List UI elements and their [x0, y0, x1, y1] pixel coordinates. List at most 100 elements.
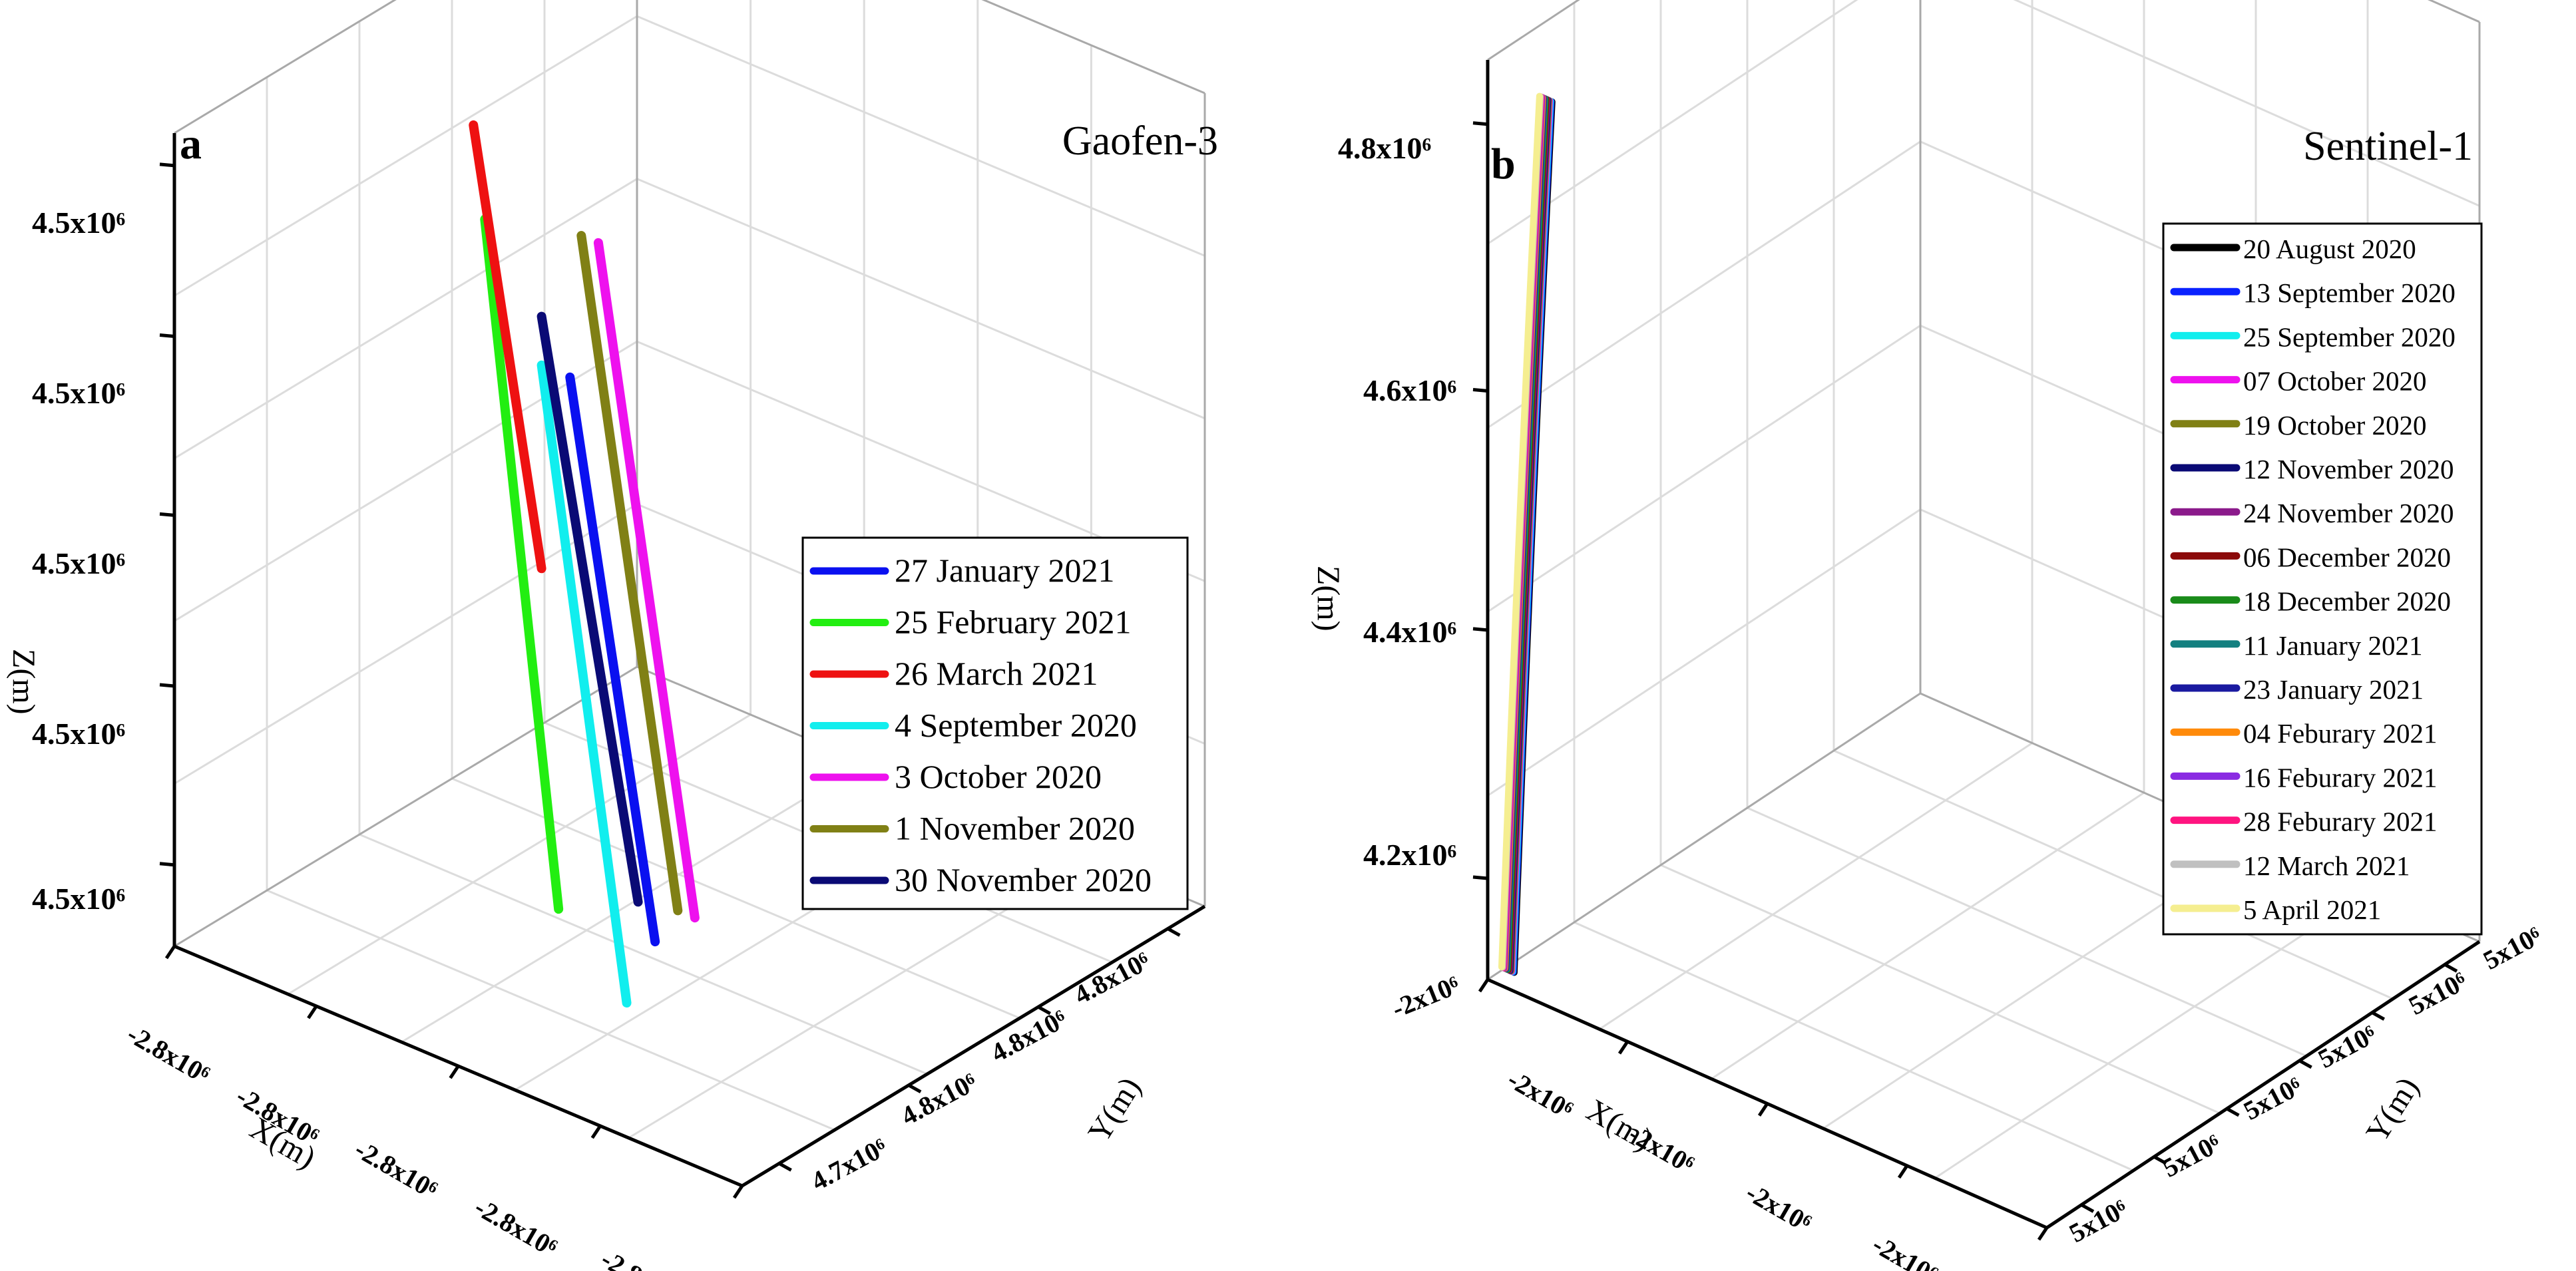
- legend-label: 18 December 2020: [2243, 586, 2451, 617]
- panel-b-series: [1498, 92, 1556, 976]
- gridline: [1833, 749, 2394, 1000]
- gridline: [1934, 891, 2368, 1179]
- z-tick: [1472, 388, 1488, 393]
- x-tick: [307, 1005, 318, 1019]
- z-tick-label: 4.8x10⁶: [1338, 131, 1431, 165]
- series-line: [576, 231, 683, 916]
- y-tick: [2226, 1107, 2240, 1117]
- legend-label: 25 February 2021: [895, 604, 1132, 641]
- box-edge: [174, 0, 397, 134]
- z-tick: [159, 683, 175, 688]
- box-edge: [1487, 0, 1580, 61]
- x-tick: [2037, 1226, 2049, 1241]
- panel-b-axes: [1472, 60, 2481, 1241]
- legend-label: 19 October 2020: [2243, 410, 2427, 441]
- legend-label: 04 Feburary 2021: [2243, 718, 2438, 749]
- panel-b-title: Sentinel-1: [2303, 124, 2473, 169]
- legend-label: 07 October 2020: [2243, 366, 2427, 397]
- gridline: [1574, 921, 2134, 1172]
- z-tick: [159, 512, 175, 517]
- panel-b-z-axis-label: Z(m): [1311, 566, 1346, 632]
- y-tick: [778, 1162, 792, 1172]
- gridline: [1487, 508, 1921, 797]
- legend-label: 20 August 2020: [2243, 234, 2416, 264]
- z-tick-label: 4.6x10⁶: [1363, 373, 1456, 407]
- z-tick: [1472, 875, 1488, 880]
- series-line: [1498, 92, 1543, 971]
- gridline: [1487, 140, 1921, 429]
- gridline: [174, 15, 638, 297]
- legend-label: 28 Feburary 2021: [2243, 807, 2438, 837]
- box-edge: [1487, 692, 1921, 981]
- series-line: [480, 214, 564, 914]
- legend-label: 5 April 2021: [2243, 894, 2381, 925]
- y-tick: [907, 1083, 922, 1093]
- z-tick-label: 4.5x10⁶: [32, 376, 125, 410]
- gridline: [2013, 0, 2480, 207]
- panel-a-z-axis-label: Z(m): [6, 649, 41, 715]
- y-tick: [1037, 1005, 1052, 1015]
- z-tick-label: 4.5x10⁶: [32, 546, 125, 580]
- z-tick-label: 4.2x10⁶: [1363, 838, 1456, 872]
- y-tick: [2371, 1011, 2386, 1021]
- z-tick: [1472, 627, 1488, 632]
- legend-label: 4 September 2020: [895, 707, 1137, 744]
- y-tick: [2298, 1059, 2312, 1069]
- z-tick-label: 4.5x10⁶: [32, 882, 125, 916]
- legend-label: 23 January 2021: [2243, 674, 2424, 705]
- series-line: [537, 311, 643, 907]
- panel-a-legend: 27 January 2021 25 February 2021 26 March …: [801, 536, 1189, 910]
- y-tick: [2444, 963, 2458, 973]
- legend-label: 1 November 2020: [895, 810, 1135, 847]
- y-tick: [1167, 927, 1181, 937]
- box-edge: [981, 0, 1205, 94]
- panel-a-letter: a: [180, 120, 202, 168]
- x-tick: [1617, 1040, 1629, 1055]
- gridline: [266, 889, 835, 1131]
- x-tick: [1897, 1165, 1909, 1179]
- series-line: [593, 238, 700, 923]
- legend-label: 30 November 2020: [895, 861, 1152, 898]
- legend-label: 12 March 2021: [2243, 850, 2410, 881]
- legend-label: 11 January 2021: [2243, 630, 2422, 661]
- y-axis-line: [2045, 940, 2481, 1230]
- gridline: [1660, 864, 2221, 1115]
- legend-label: 24 November 2020: [2243, 498, 2454, 528]
- legend-label: 13 September 2020: [2243, 277, 2456, 308]
- x-tick: [732, 1184, 744, 1199]
- panel-a-chart: 4.5x10⁶ 4.5x10⁶ 4.5x10⁶ 4.5x10⁶ 4.5x10⁶ …: [6, 0, 1218, 1271]
- x-tick: [1757, 1103, 1769, 1117]
- legend-label: 26 March 2021: [895, 655, 1098, 692]
- gridline: [636, 15, 1205, 257]
- z-tick: [159, 862, 175, 867]
- gridline: [1487, 324, 1921, 613]
- panel-b-letter: b: [1491, 140, 1516, 188]
- gridline: [1711, 791, 2145, 1080]
- panel-a-z-tick-labels: 4.5x10⁶ 4.5x10⁶ 4.5x10⁶ 4.5x10⁶ 4.5x10⁶: [32, 206, 125, 916]
- series-line: [469, 120, 546, 574]
- gridline: [1487, 0, 1858, 245]
- y-tick: [2080, 1203, 2095, 1213]
- gridline: [1599, 742, 2033, 1030]
- gridline: [636, 178, 1205, 420]
- z-tick: [159, 333, 175, 338]
- legend-label: 06 December 2020: [2243, 542, 2451, 572]
- x-tick: [1478, 978, 1490, 993]
- panel-a-title: Gaofen-3: [1062, 118, 1218, 164]
- panel-b-chart: 4.2x10⁶ 4.4x10⁶ 4.6x10⁶ 4.8x10⁶ -2x10⁶ -…: [1311, 0, 2546, 1271]
- series-line: [537, 360, 632, 1008]
- series-line: [565, 372, 660, 947]
- z-tick: [159, 162, 175, 168]
- z-tick-label: 4.4x10⁶: [1363, 615, 1456, 649]
- y-tick: [2153, 1155, 2167, 1165]
- x-tick: [164, 945, 176, 960]
- gridline: [174, 340, 638, 622]
- panel-a-series: [469, 120, 700, 1008]
- legend-label: 16 Feburary 2021: [2243, 762, 2438, 793]
- z-tick-label: 4.5x10⁶: [32, 206, 125, 240]
- x-tick: [449, 1065, 460, 1079]
- panel-b-legend: 20 August 2020 13 September 2020 25 Septem…: [2162, 222, 2483, 936]
- box-edge: [174, 665, 638, 948]
- gridline: [174, 178, 638, 460]
